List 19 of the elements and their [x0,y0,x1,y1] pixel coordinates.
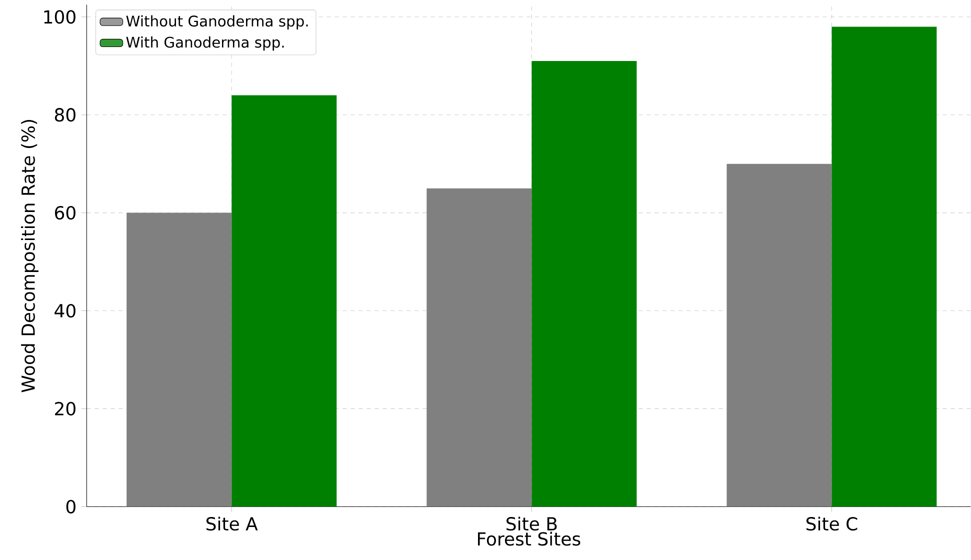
x-tick-label: Site A [206,516,258,531]
legend-label: With Ganoderma spp. [126,36,284,51]
bar [832,26,937,507]
bar [232,95,337,507]
y-tick-label: 40 [54,304,76,318]
y-tick-label: 0 [66,500,76,514]
y-tick-label: 60 [54,206,76,220]
bar [426,188,532,507]
x-axis-title: Forest Sites [478,532,580,546]
x-tick-label: Site B [506,516,557,531]
y-tick-label: 80 [54,108,76,122]
y-axis-title: Wood Decomposition Rate (%) [21,120,38,392]
y-tick-label: 20 [55,402,76,416]
y-tick-label: 100 [44,10,76,24]
bar [126,212,232,507]
bar [532,60,637,507]
legend-label: Without Ganoderma spp. [126,15,308,30]
bar [726,164,832,507]
x-tick-label: Site C [806,516,858,531]
